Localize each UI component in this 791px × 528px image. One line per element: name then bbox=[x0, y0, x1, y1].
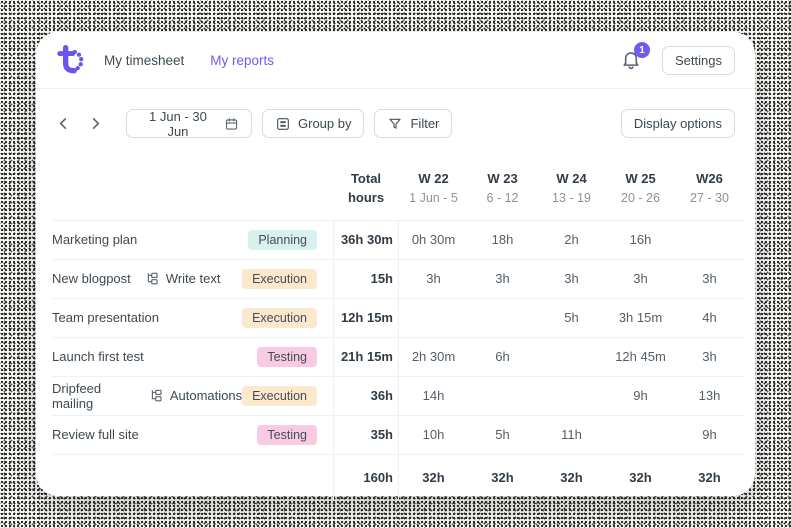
week-total-cell: 32h bbox=[422, 470, 445, 486]
group-by-button[interactable]: Group by bbox=[262, 109, 365, 138]
app-logo-icon bbox=[57, 45, 84, 74]
filter-label: Filter bbox=[410, 116, 440, 131]
hours-cell[interactable]: 14h bbox=[422, 388, 445, 404]
task-name: Team presentation bbox=[52, 310, 159, 326]
hours-cell[interactable]: 3h bbox=[702, 349, 717, 365]
filter-icon bbox=[389, 118, 402, 129]
tab-my-timesheet[interactable]: My timesheet bbox=[104, 52, 185, 68]
grand-total-cell: 160h bbox=[333, 454, 399, 501]
total-hours-cell: 12h 15m bbox=[333, 298, 399, 337]
hours-cell[interactable]: 9h bbox=[702, 427, 717, 443]
phase-badge: Testing bbox=[257, 424, 317, 445]
hours-cell[interactable]: 2h bbox=[564, 232, 579, 248]
total-hours-cell: 36h 30m bbox=[333, 220, 399, 259]
subtask: Automations bbox=[149, 388, 242, 403]
tab-my-reports[interactable]: My reports bbox=[210, 52, 275, 68]
total-hours-cell: 36h bbox=[333, 376, 399, 415]
week-column-header: W 25 20 - 26 bbox=[621, 171, 660, 206]
week-column-header: W 23 6 - 12 bbox=[486, 171, 519, 206]
table-row[interactable]: Review full site Testing 35h 10h 5h 11h … bbox=[52, 415, 744, 455]
week-column-header: W 22 1 Jun - 5 bbox=[409, 171, 458, 206]
hours-cell[interactable]: 16h bbox=[629, 232, 652, 248]
table-row[interactable]: New blogpost Write text Execution 15h 3h… bbox=[52, 259, 744, 299]
week-column-header: W26 27 - 30 bbox=[690, 171, 729, 206]
settings-label: Settings bbox=[675, 52, 722, 68]
hours-cell[interactable]: 3h bbox=[702, 271, 717, 287]
totals-row: 160h 32h 32h 32h 32h 32h bbox=[52, 454, 744, 501]
task-name: Marketing plan bbox=[52, 232, 138, 248]
calendar-icon bbox=[225, 117, 238, 130]
date-range-picker[interactable]: 1 Jun - 30 Jun bbox=[126, 108, 252, 139]
week-total-cell: 32h bbox=[629, 470, 652, 486]
notification-count-badge: 1 bbox=[634, 42, 651, 58]
hours-cell[interactable]: 4h bbox=[702, 310, 717, 326]
week-total-cell: 32h bbox=[698, 470, 721, 486]
subtask-tree-icon bbox=[151, 389, 162, 402]
settings-button[interactable]: Settings bbox=[662, 45, 735, 75]
hours-cell[interactable]: 6h bbox=[495, 349, 510, 365]
total-hours-column-header: Total hours bbox=[347, 171, 385, 205]
display-options-label: Display options bbox=[633, 116, 722, 131]
task-name: Dripfeed mailing bbox=[52, 380, 102, 411]
hours-cell[interactable]: 0h 30m bbox=[411, 232, 456, 248]
hours-cell[interactable]: 13h bbox=[698, 388, 721, 404]
subtask-label: Write text bbox=[165, 271, 221, 287]
date-range-value: 1 Jun - 30 Jun bbox=[149, 108, 207, 139]
phase-badge: Execution bbox=[242, 307, 317, 328]
chevron-right-icon bbox=[92, 118, 100, 129]
hours-cell[interactable]: 5h bbox=[564, 310, 579, 326]
notifications-button[interactable]: 1 bbox=[620, 42, 651, 72]
chevron-left-icon bbox=[59, 118, 67, 129]
table-row[interactable]: Team presentation Execution 12h 15m 5h 3… bbox=[52, 298, 744, 338]
filter-button[interactable]: Filter bbox=[374, 109, 453, 138]
toolbar: 1 Jun - 30 Jun Group by Filter Display o… bbox=[36, 89, 755, 152]
phase-badge: Testing bbox=[257, 346, 317, 367]
hours-cell[interactable]: 18h bbox=[491, 232, 514, 248]
top-bar: My timesheet My reports 1 Settings bbox=[36, 32, 755, 89]
hours-cell[interactable]: 10h bbox=[422, 427, 445, 443]
week-total-cell: 32h bbox=[491, 470, 514, 486]
group-by-label: Group by bbox=[298, 116, 352, 131]
table-row[interactable]: Marketing plan Planning 36h 30m 0h 30m 1… bbox=[52, 220, 744, 260]
table-header-row: Total hours W 22 1 Jun - 5 W 23 6 - 12 W… bbox=[52, 152, 744, 221]
hours-cell[interactable]: 9h bbox=[633, 388, 648, 404]
task-name: New blogpost bbox=[52, 271, 131, 287]
phase-badge: Execution bbox=[242, 385, 317, 406]
hours-cell[interactable]: 12h 45m bbox=[615, 349, 666, 365]
bell-icon bbox=[623, 52, 639, 70]
phase-badge: Planning bbox=[248, 229, 317, 250]
subtask-tree-icon bbox=[147, 272, 158, 285]
table-row[interactable]: Dripfeed mailing Automations Execution 3… bbox=[52, 376, 744, 416]
report-table: Total hours W 22 1 Jun - 5 W 23 6 - 12 W… bbox=[36, 152, 755, 501]
hours-cell[interactable]: 5h bbox=[495, 427, 510, 443]
subtask: Write text bbox=[145, 271, 221, 287]
week-total-cell: 32h bbox=[560, 470, 583, 486]
task-name: Review full site bbox=[52, 427, 139, 443]
prev-period-button[interactable] bbox=[54, 113, 76, 135]
total-hours-cell: 15h bbox=[333, 259, 399, 298]
week-column-header: W 24 13 - 19 bbox=[552, 171, 591, 206]
main-nav: My timesheet My reports bbox=[104, 53, 274, 68]
hours-cell[interactable]: 3h 15m bbox=[618, 310, 663, 326]
hours-cell[interactable]: 3h bbox=[495, 271, 510, 287]
group-by-icon bbox=[277, 117, 289, 130]
hours-cell[interactable]: 3h bbox=[426, 271, 441, 287]
task-name: Launch first test bbox=[52, 349, 144, 365]
total-hours-cell: 35h bbox=[333, 415, 399, 454]
app-card: My timesheet My reports 1 Settings 1 Jun… bbox=[36, 32, 755, 501]
display-options-button[interactable]: Display options bbox=[620, 109, 735, 138]
hours-cell[interactable]: 11h bbox=[561, 427, 582, 443]
hours-cell[interactable]: 2h 30m bbox=[411, 349, 456, 365]
subtask-label: Automations bbox=[169, 388, 243, 404]
table-row[interactable]: Launch first test Testing 21h 15m 2h 30m… bbox=[52, 337, 744, 377]
phase-badge: Execution bbox=[242, 268, 317, 289]
next-period-button[interactable] bbox=[86, 113, 108, 135]
hours-cell[interactable]: 3h bbox=[633, 271, 648, 287]
hours-cell[interactable]: 3h bbox=[564, 271, 579, 287]
total-hours-cell: 21h 15m bbox=[333, 337, 399, 376]
